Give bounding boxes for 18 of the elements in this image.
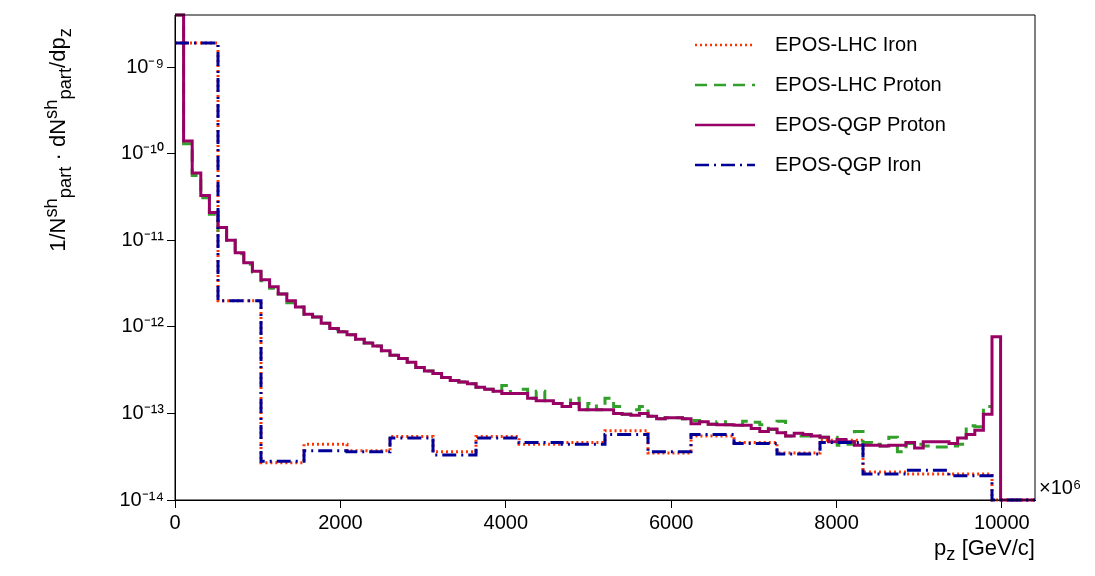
y-tick-label: 10⁻¹¹ [121,227,165,250]
legend-label: EPOS-LHC Iron [775,32,918,55]
legend-label: EPOS-QGP Iron [775,152,922,175]
x-axis-title: p$_{z}$ [GeV/c] [934,535,1035,566]
legend-label: EPOS-LHC Proton [775,72,942,95]
x-tick-label: 4000 [483,510,529,533]
x-tick-label: 10000 [974,510,1030,533]
x-tick-label: 2000 [318,510,363,533]
x-tick-label: 8000 [814,510,859,533]
y-tick-label: 10⁻⁹ [126,54,164,77]
x-tick-label: 6000 [648,510,694,533]
text: ×10⁶ [1039,475,1082,498]
x-tick-label: 0 [169,510,181,533]
y-tick-label: 10⁻¹⁴ [119,487,164,510]
y-tick-label: 10⁻¹³ [121,400,165,423]
legend-label: EPOS-QGP Proton [775,112,946,135]
y-tick-label: 10⁻¹⁰ [121,141,164,164]
y-tick-label: 10⁻¹² [121,314,165,337]
